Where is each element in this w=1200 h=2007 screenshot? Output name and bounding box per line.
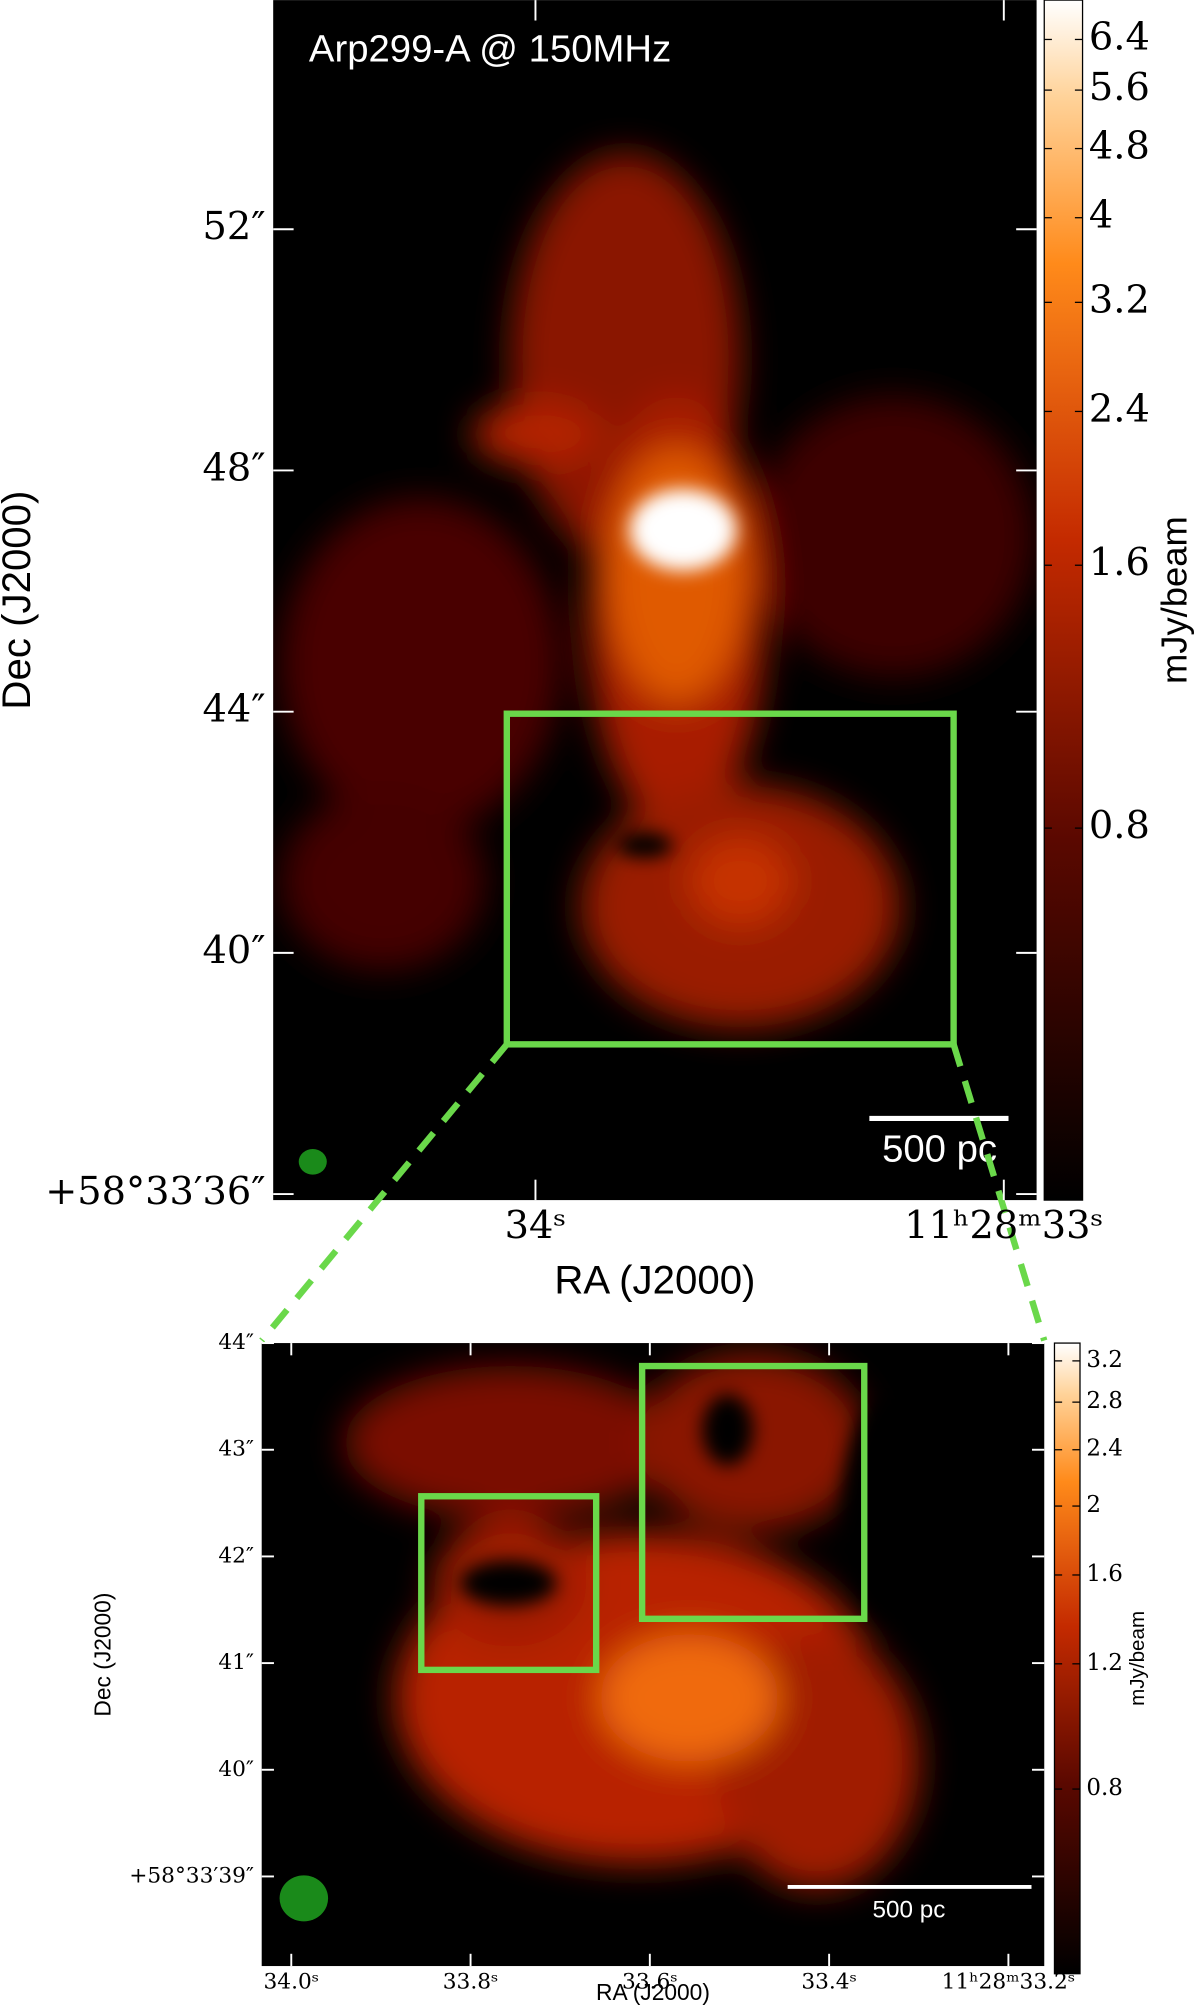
- y-axis-label: Dec (J2000): [0, 491, 39, 710]
- holes: [459, 1391, 945, 1622]
- colorbar-tick-label: 0.8: [1089, 803, 1150, 848]
- x-axis-label: RA (J2000): [554, 1258, 755, 1303]
- y-tick-label: 40″: [203, 928, 266, 973]
- colorbar-label: mJy/beam: [1126, 1611, 1149, 1706]
- colorbar-tick-label: 5.6: [1089, 65, 1150, 110]
- scale-bar-label: 500 pc: [873, 1897, 946, 1924]
- y-tick-label: 44″: [203, 687, 266, 732]
- colorbar-tick-label: 2.4: [1089, 386, 1150, 431]
- scale-bar-label: 500 pc: [882, 1128, 997, 1171]
- x-tick-label: 11ʰ28ᵐ33.2ˢ: [942, 1970, 1075, 1995]
- y-tick-label: 44″: [218, 1330, 254, 1355]
- y-tick-label: 40″: [218, 1757, 254, 1782]
- colorbar: [1053, 1342, 1081, 1975]
- x-tick-label: 33.6ˢ: [622, 1970, 678, 1995]
- chart-title: Arp299-A @ 150MHz: [309, 27, 671, 70]
- colorbar-tick-label: 0.8: [1086, 1775, 1123, 1801]
- connector: [950, 1043, 1048, 1342]
- emission: [280, 153, 1035, 1028]
- colorbar-tick-label: 4.8: [1089, 124, 1150, 169]
- zoom-box: [503, 710, 957, 1048]
- y-axis-label: Dec (J2000): [90, 1593, 116, 1717]
- beam: [279, 1875, 329, 1922]
- y-tick-label: +58°33′39″: [129, 1863, 254, 1888]
- connector: [259, 1042, 510, 1343]
- region-box: [638, 1362, 868, 1623]
- colorbar-tick-label: 3.2: [1089, 277, 1150, 322]
- emission: [344, 1353, 920, 1890]
- x-tick-label: 34.0ˢ: [263, 1970, 319, 1995]
- x-axis-label: RA (J2000): [596, 1979, 710, 2005]
- y-tick-label: 43″: [218, 1437, 254, 1462]
- beam: [298, 1149, 327, 1175]
- y-tick-label: +58°33′36″: [45, 1169, 265, 1214]
- colorbar-tick-label: 6.4: [1089, 14, 1150, 59]
- core: [616, 489, 737, 858]
- region-box: [418, 1493, 600, 1674]
- y-tick-label: 48″: [203, 445, 266, 490]
- colorbar-tick-label: 1.6: [1086, 1561, 1123, 1587]
- colorbar-tick-label: 1.2: [1086, 1650, 1123, 1676]
- y-tick-label: 41″: [218, 1650, 254, 1675]
- x-tick-label: 34ˢ: [505, 1203, 567, 1248]
- colorbar-label: mJy/beam: [1154, 516, 1195, 684]
- y-tick-label: 42″: [218, 1543, 254, 1568]
- colorbar-tick-label: 1.6: [1089, 540, 1150, 585]
- colorbar: [1043, 0, 1084, 1201]
- x-tick-label: 33.8ˢ: [443, 1970, 499, 1995]
- x-tick-label: 33.4ˢ: [801, 1970, 857, 1995]
- y-tick-label: 52″: [203, 204, 266, 249]
- colorbar-tick-label: 2.4: [1086, 1436, 1123, 1462]
- x-tick-label: 11ʰ28ᵐ33ˢ: [904, 1203, 1103, 1248]
- colorbar-tick-label: 4: [1089, 193, 1113, 238]
- colorbar-tick-label: 2: [1086, 1492, 1101, 1518]
- colorbar-tick-label: 2.8: [1086, 1388, 1123, 1414]
- colorbar-tick-label: 3.2: [1086, 1347, 1123, 1373]
